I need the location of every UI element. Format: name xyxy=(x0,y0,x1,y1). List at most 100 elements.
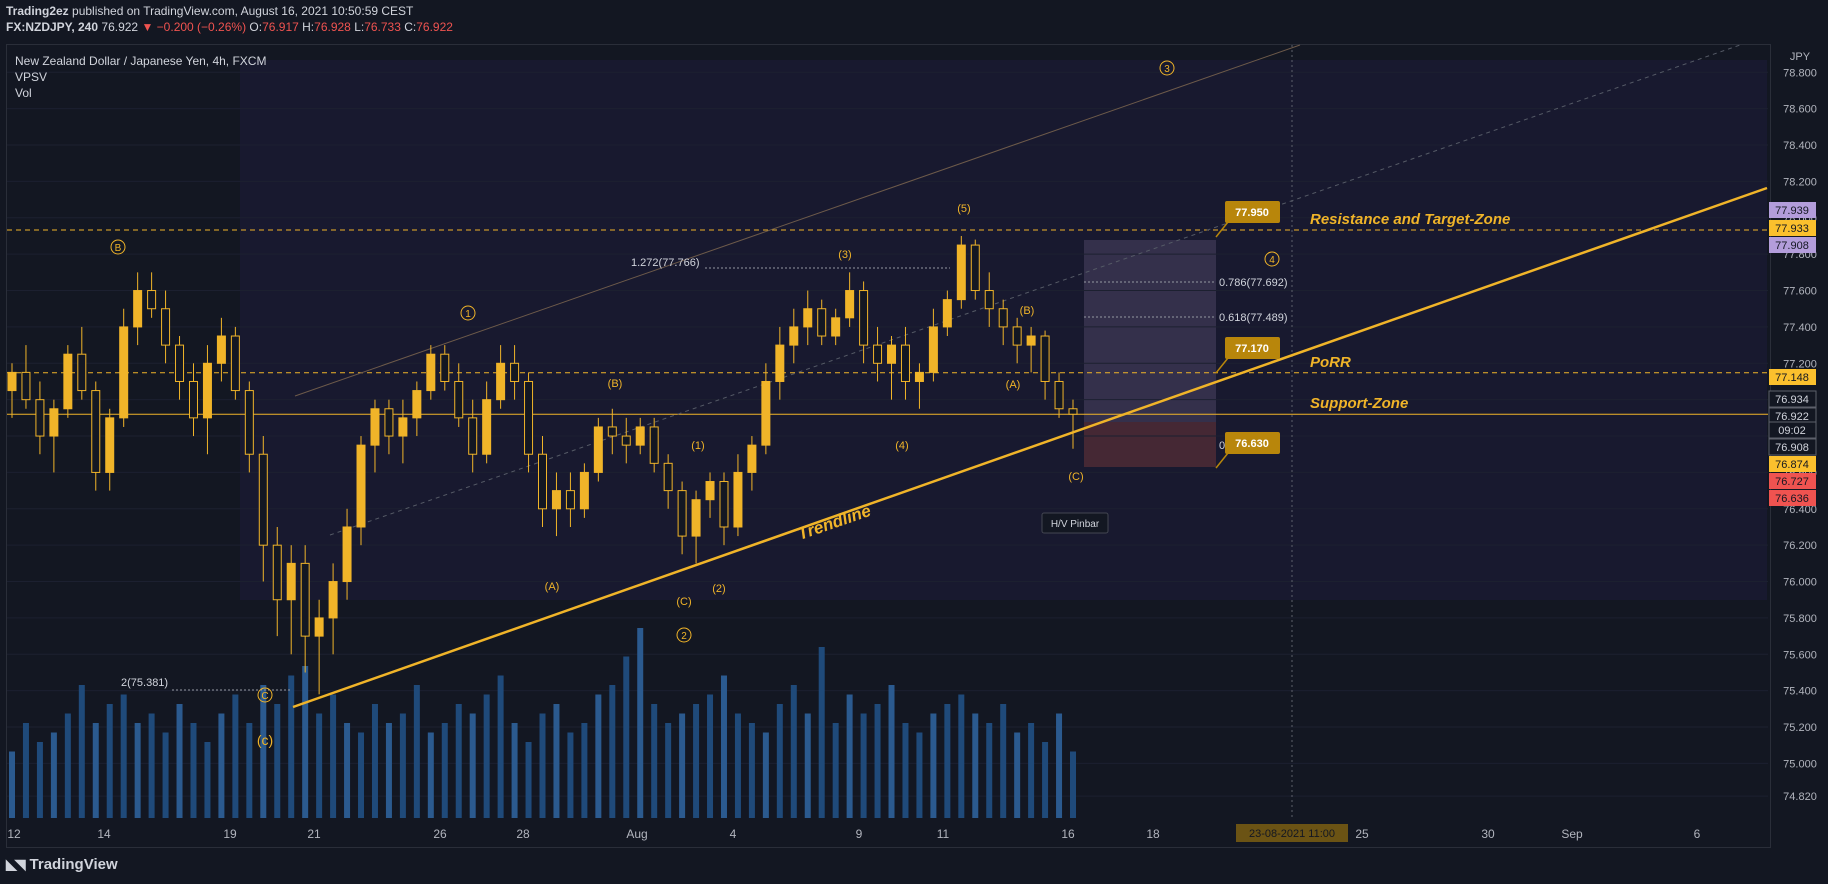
volume-bar xyxy=(734,713,741,818)
volume-bar xyxy=(748,723,755,818)
candle-body xyxy=(579,471,589,510)
volume-bar xyxy=(148,713,155,818)
price-label: 76.636 xyxy=(1775,493,1809,505)
last-price: 76.922 xyxy=(101,20,139,34)
volume-bar xyxy=(860,713,867,818)
candle-body xyxy=(91,390,101,473)
volume-bar xyxy=(637,628,644,818)
candle-body xyxy=(649,426,659,464)
candle-body xyxy=(565,490,575,510)
volume-bar xyxy=(302,666,309,818)
publisher-name: Trading2ez xyxy=(6,4,69,18)
fib-label: 1.272(77.766) xyxy=(631,257,700,269)
candle-body xyxy=(384,408,394,437)
y-tick-label: 78.200 xyxy=(1783,176,1817,188)
candle-body xyxy=(928,326,938,373)
volume-bar xyxy=(204,742,211,818)
price-label: 76.908 xyxy=(1775,442,1809,454)
candle-body xyxy=(258,453,268,546)
candle-body xyxy=(1040,335,1050,382)
volume-bar xyxy=(958,694,965,818)
cursor-date-label: 23-08-2021 11:00 xyxy=(1249,828,1335,840)
candle-body xyxy=(468,417,478,455)
candle-body xyxy=(859,290,869,346)
volume-bar xyxy=(818,647,825,818)
candle-body xyxy=(1068,408,1078,415)
candle-body xyxy=(77,353,87,392)
candle-body xyxy=(873,344,883,364)
y-tick-label: 77.200 xyxy=(1783,358,1817,370)
volume-bar xyxy=(399,713,406,818)
x-tick-label: 19 xyxy=(223,827,237,841)
open-label: O: xyxy=(249,20,263,34)
target-callout-bg xyxy=(1225,201,1280,223)
volume-bar xyxy=(371,704,378,818)
volume-bar xyxy=(427,732,434,818)
candle-body xyxy=(63,353,73,410)
volume-bar xyxy=(665,723,672,818)
volume-bar xyxy=(595,694,602,818)
volume-bar xyxy=(78,685,85,818)
volume-bar xyxy=(944,704,951,818)
y-tick-label: 75.200 xyxy=(1783,722,1817,734)
wave-label: 4 xyxy=(1269,255,1275,266)
candle-body xyxy=(984,290,994,310)
candle-body xyxy=(747,444,757,473)
candle-body xyxy=(35,399,45,437)
candle-body xyxy=(328,581,338,619)
candle-body xyxy=(761,380,771,446)
volume-bar xyxy=(804,713,811,818)
wave-label: (4) xyxy=(895,440,908,452)
volume-bar xyxy=(720,675,727,818)
wave-label: (C) xyxy=(676,596,691,608)
candle-body xyxy=(426,353,436,392)
volume-bar xyxy=(106,704,113,818)
candle-body xyxy=(286,562,296,601)
x-tick-label: 11 xyxy=(937,827,950,841)
volume-bar xyxy=(274,704,281,818)
wave-label: C xyxy=(261,691,268,702)
volume-bar xyxy=(539,713,546,818)
candle-body xyxy=(216,335,226,364)
volume-bar xyxy=(972,713,979,818)
x-tick-label: 9 xyxy=(856,827,863,841)
volume-bar xyxy=(176,704,183,818)
volume-bar xyxy=(567,732,574,818)
candle-body xyxy=(161,308,171,346)
wave-label: B xyxy=(115,243,122,254)
volume-bar xyxy=(190,723,197,818)
price-label-bg xyxy=(1769,473,1816,489)
price-label: 76.727 xyxy=(1775,476,1809,488)
wave-label: (B) xyxy=(608,378,623,390)
candle-body xyxy=(440,353,450,382)
price-label-bg xyxy=(1769,490,1816,506)
volume-bar xyxy=(330,694,337,818)
x-tick-label: 18 xyxy=(1146,827,1160,841)
volume-bar xyxy=(790,685,797,818)
level-label: PoRR xyxy=(1310,354,1351,371)
wave-label: (3) xyxy=(838,249,851,261)
candle-body xyxy=(719,481,729,528)
candle-body xyxy=(621,435,631,446)
candle-body xyxy=(593,426,603,473)
candle-body xyxy=(663,462,673,492)
stop-callout-pointer xyxy=(1215,452,1229,469)
candle-body xyxy=(956,244,966,301)
candle-body xyxy=(272,544,282,601)
candle-body xyxy=(942,299,952,328)
target-callout-pointer xyxy=(1215,221,1229,238)
tradingview-logo[interactable]: ◣◥ TradingView xyxy=(6,856,118,873)
candle-body xyxy=(970,244,980,292)
volume-bar xyxy=(1000,704,1007,818)
open-value: 76.917 xyxy=(262,20,299,34)
candle-body xyxy=(188,380,198,419)
wave-circle xyxy=(676,627,692,643)
price-label: 77.148 xyxy=(1775,372,1809,384)
wave-label: 2 xyxy=(681,631,687,642)
volume-bar xyxy=(762,732,769,818)
symbol-label: FX:NZDJPY, 240 xyxy=(6,20,99,34)
price-label-bg xyxy=(1769,202,1816,218)
legend-title: New Zealand Dollar / Japanese Yen, 4h, F… xyxy=(15,54,267,68)
candle-body xyxy=(551,490,561,510)
